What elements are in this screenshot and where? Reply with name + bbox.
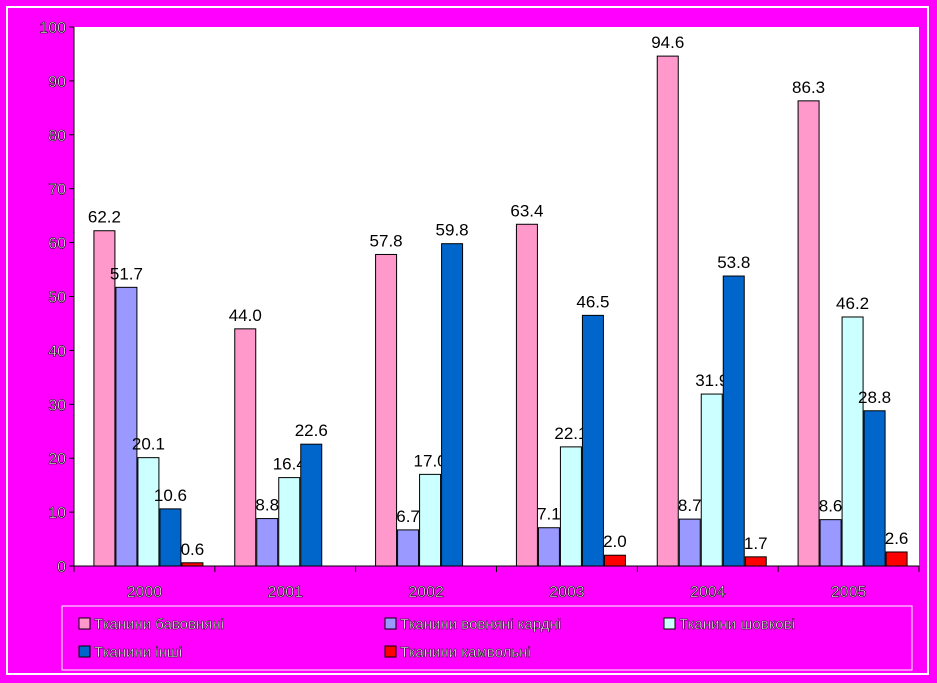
x-tick-label: 2005 — [831, 584, 867, 601]
bar — [700, 393, 723, 567]
bar — [375, 253, 398, 567]
data-label: 28.8 — [858, 388, 891, 407]
data-label: 8.7 — [678, 496, 702, 515]
data-label: 53.8 — [717, 253, 750, 272]
y-tick-label: 80 — [48, 128, 66, 145]
data-label: 46.5 — [576, 292, 609, 311]
data-label: 63.4 — [510, 201, 543, 220]
data-label: 22.1 — [554, 424, 587, 443]
x-tick-label: 2001 — [267, 584, 303, 601]
bar — [397, 529, 420, 567]
y-tick-label: 40 — [48, 343, 66, 360]
bar — [300, 443, 323, 567]
plot-area — [74, 27, 919, 566]
data-label: 6.7 — [396, 507, 420, 526]
data-label: 0.6 — [181, 540, 205, 559]
bar — [819, 519, 842, 567]
legend-entry: Тканини шовкові — [679, 616, 795, 633]
data-label: 8.8 — [255, 496, 279, 515]
data-label: 17.0 — [414, 451, 447, 470]
x-tick-label: 2000 — [127, 584, 163, 601]
legend-swatch — [78, 617, 91, 630]
data-label: 62.2 — [88, 208, 121, 227]
bar — [797, 100, 820, 567]
data-label: 1.7 — [744, 534, 768, 553]
x-tick-label: 2002 — [408, 584, 444, 601]
data-label: 51.7 — [110, 264, 143, 283]
bar — [841, 316, 864, 567]
bar — [559, 446, 582, 567]
legend-entry: Тканини камвольні — [400, 644, 531, 661]
x-tick-label: 2003 — [549, 584, 585, 601]
y-tick-label: 0 — [57, 559, 66, 576]
bar — [419, 473, 442, 567]
data-label: 8.6 — [819, 497, 843, 516]
chart-frame — [6, 6, 929, 675]
bar — [256, 518, 279, 567]
legend-swatch — [384, 617, 397, 630]
bar — [159, 508, 182, 567]
data-label: 44.0 — [229, 306, 262, 325]
y-tick-label: 60 — [48, 236, 66, 253]
bar — [656, 55, 679, 567]
data-label: 7.1 — [537, 505, 561, 524]
data-label: 2.0 — [603, 532, 627, 551]
data-label: 86.3 — [792, 78, 825, 97]
y-tick-label: 90 — [48, 74, 66, 91]
data-label: 46.2 — [836, 294, 869, 313]
y-tick-label: 50 — [48, 290, 66, 307]
legend-swatch — [663, 617, 676, 630]
bar — [115, 286, 138, 567]
bar — [137, 457, 160, 567]
bar — [93, 230, 116, 567]
bar — [278, 477, 301, 567]
bar — [885, 551, 908, 567]
bar — [234, 328, 257, 567]
data-label: 31.9 — [695, 371, 728, 390]
legend-entry: Тканини бавовняні — [94, 616, 224, 633]
data-label: 22.6 — [295, 421, 328, 440]
data-label: 2.6 — [885, 529, 909, 548]
bar — [515, 223, 538, 567]
legend-entry: Тканини інші — [94, 644, 182, 661]
bar — [863, 410, 886, 567]
bar — [678, 518, 701, 567]
y-tick-label: 20 — [48, 451, 66, 468]
data-label: 94.6 — [651, 33, 684, 52]
data-label: 20.1 — [132, 435, 165, 454]
y-tick-label: 30 — [48, 397, 66, 414]
bar — [441, 243, 464, 567]
y-tick-label: 10 — [48, 505, 66, 522]
bar — [581, 314, 604, 567]
bar — [603, 554, 626, 567]
bar — [181, 562, 204, 567]
legend-swatch — [78, 645, 91, 658]
bar — [744, 556, 767, 567]
data-label: 16.4 — [273, 455, 306, 474]
y-tick-label: 70 — [48, 182, 66, 199]
legend-entry: Тканини вовняні кардні — [400, 616, 561, 633]
data-label: 59.8 — [436, 221, 469, 240]
x-tick-label: 2004 — [690, 584, 726, 601]
data-label: 10.6 — [154, 486, 187, 505]
legend-box — [61, 605, 913, 671]
bar — [722, 275, 745, 567]
legend-swatch — [384, 645, 397, 658]
data-label: 57.8 — [370, 231, 403, 250]
y-tick-label: 100 — [39, 20, 66, 37]
bar — [537, 527, 560, 567]
